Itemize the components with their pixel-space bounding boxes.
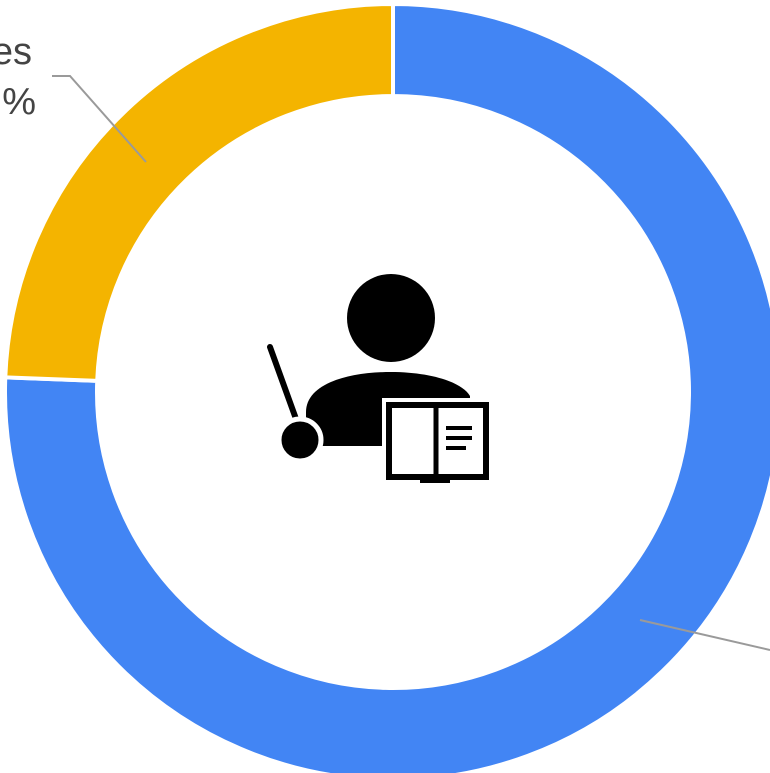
donut-slice-0	[3, 1, 770, 773]
slice-label-yellow-line2: %	[2, 81, 36, 123]
slice-label-yellow-line1: es	[0, 31, 32, 73]
donut-slices	[3, 1, 770, 773]
leader-line-blue	[639, 619, 770, 651]
teacher-icon	[267, 274, 494, 484]
donut-slice-1	[3, 1, 395, 383]
leader-line-yellow	[52, 75, 147, 163]
